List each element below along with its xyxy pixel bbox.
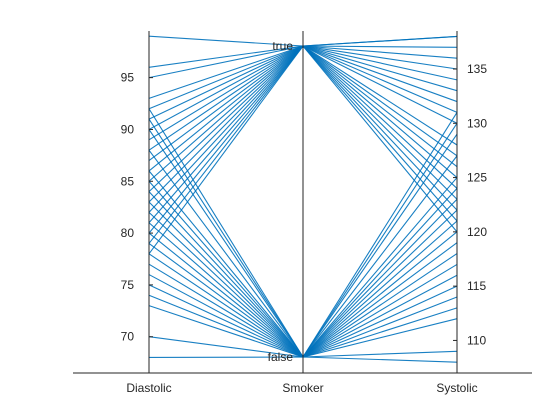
systolic-tick-label: 110 (467, 333, 486, 347)
diastolic-tick-label: 70 (121, 330, 135, 344)
coordinate-label-diastolic: Diastolic (126, 381, 171, 395)
axes-group (73, 31, 532, 374)
diastolic-tick-label: 80 (121, 226, 135, 240)
systolic-tick-label: 120 (467, 225, 487, 239)
systolic-tick-label: 135 (467, 62, 487, 76)
systolic-tick-label: 125 (467, 171, 487, 185)
coordinate-label-systolic: Systolic (436, 381, 477, 395)
diastolic-tick-label: 75 (121, 278, 135, 292)
smoker-category-true: true (272, 39, 293, 53)
systolic-tick-label: 130 (467, 116, 487, 130)
smoker-category-false: false (268, 350, 294, 364)
coordinate-label-smoker: Smoker (282, 381, 323, 395)
diastolic-tick-label: 85 (121, 174, 135, 188)
labels-group: 70 75 80 85 90 95 110 115 120 125 130 135 true false D… (121, 39, 488, 395)
diastolic-tick-label: 95 (121, 71, 135, 85)
systolic-tick-label: 115 (467, 279, 486, 293)
diastolic-tick-label: 90 (121, 122, 135, 136)
